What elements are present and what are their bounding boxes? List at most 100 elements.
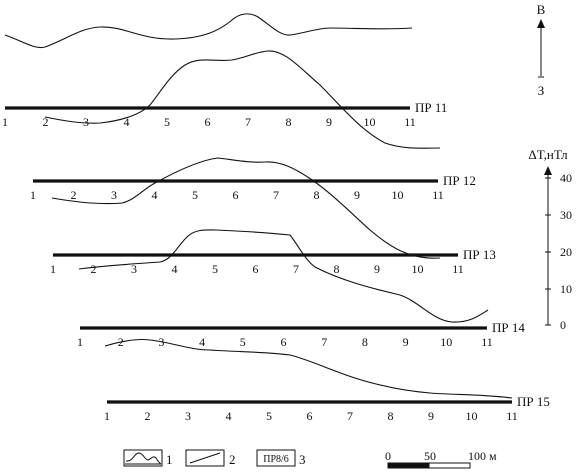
picket-label: 10 — [364, 115, 376, 129]
legend-item-1: 1 — [123, 449, 173, 467]
distance-scale-bar: 0 50 100 м — [385, 449, 497, 469]
scale-bar-white-segment — [428, 462, 471, 469]
legend: 1 2 ПР8/6 3 — [123, 449, 306, 467]
picket-label: 8 — [388, 409, 394, 423]
picket-label: 4 — [124, 115, 130, 129]
picket-label: 2 — [118, 335, 124, 349]
picket-label: 4 — [172, 262, 178, 276]
picket-label: 1 — [50, 262, 56, 276]
scale-axis-title: ΔT,нТл — [528, 147, 568, 162]
anomaly-curve — [78, 229, 489, 323]
legend-item-2: 2 — [185, 449, 236, 467]
profile-name-label: ПР 12 — [443, 173, 476, 188]
picket-label: 9 — [374, 262, 380, 276]
picket-label: 7 — [273, 188, 279, 202]
legend-item-3: ПР8/6 3 — [256, 449, 306, 467]
anomaly-curve — [104, 339, 513, 399]
profile-name-label: ПР 15 — [517, 394, 550, 409]
picket-label: 1 — [104, 409, 110, 423]
north-arrow-bottom-label: З — [538, 83, 545, 98]
picket-label: 8 — [314, 188, 320, 202]
picket-label: 5 — [266, 409, 272, 423]
picket-label: 7 — [347, 409, 353, 423]
picket-label: 9 — [428, 409, 434, 423]
picket-label: 7 — [321, 335, 327, 349]
top-anomaly-curve — [4, 13, 413, 49]
legend-profile-box — [256, 449, 296, 467]
picket-label: 5 — [164, 115, 170, 129]
picket-label: 1 — [77, 335, 83, 349]
picket-label: 11 — [481, 335, 493, 349]
picket-label: 8 — [362, 335, 368, 349]
picket-label: 2 — [145, 409, 151, 423]
legend-number-1: 1 — [166, 452, 173, 467]
scale-bar-black-segment — [387, 462, 430, 469]
picket-label: 9 — [326, 115, 332, 129]
picket-label: 1 — [2, 115, 8, 129]
picket-label: 11 — [404, 115, 416, 129]
picket-label: 6 — [307, 409, 313, 423]
scale-axis-arrow-icon — [544, 166, 552, 175]
picket-label: 10 — [412, 262, 424, 276]
picket-label: 10 — [392, 188, 404, 202]
anomaly-curve — [51, 157, 441, 259]
north-arrow: В З — [537, 2, 546, 98]
picket-label: 4 — [152, 188, 158, 202]
scale-tick-label: 30 — [560, 208, 572, 222]
picket-label: 6 — [281, 335, 287, 349]
picket-label: 11 — [506, 409, 518, 423]
picket-label: 8 — [286, 115, 292, 129]
picket-label: 4 — [199, 335, 205, 349]
picket-label: 5 — [192, 188, 198, 202]
picket-label: 9 — [403, 335, 409, 349]
scale-bar-label-50: 50 — [424, 449, 436, 463]
picket-label: 2 — [71, 188, 77, 202]
picket-label: 3 — [185, 409, 191, 423]
legend-trend-symbol — [185, 449, 225, 467]
picket-label: 6 — [253, 262, 259, 276]
scale-axis-ticks: 40 30 20 10 0 — [545, 171, 572, 332]
picket-label: 6 — [205, 115, 211, 129]
picket-label: 7 — [293, 262, 299, 276]
picket-label: 6 — [233, 188, 239, 202]
picket-label: 2 — [43, 115, 49, 129]
picket-label: 9 — [354, 188, 360, 202]
north-arrow-head-icon — [537, 19, 545, 28]
profile-name-label: ПР 13 — [463, 247, 496, 262]
picket-label: 5 — [240, 335, 246, 349]
legend-anomaly-symbol — [123, 449, 163, 467]
picket-label: 3 — [83, 115, 89, 129]
scale-tick-label: 0 — [560, 318, 566, 332]
picket-label: 4 — [226, 409, 232, 423]
scale-bar-label-0: 0 — [385, 449, 391, 463]
legend-number-3: 3 — [299, 452, 306, 467]
legend-anomaly-curve-icon — [125, 452, 162, 465]
picket-label: 11 — [432, 188, 444, 202]
picket-label: 3 — [131, 262, 137, 276]
delta-t-scale-axis: ΔT,нТл 40 30 20 10 0 — [528, 147, 572, 332]
picket-label: 7 — [245, 115, 251, 129]
picket-label: 5 — [212, 262, 218, 276]
legend-number-2: 2 — [229, 452, 236, 467]
scale-tick-label: 40 — [560, 171, 572, 185]
picket-label: 1 — [30, 188, 36, 202]
picket-label: 3 — [158, 335, 164, 349]
scale-bar-label-100: 100 м — [468, 449, 497, 463]
picket-label: 8 — [334, 262, 340, 276]
scale-tick-label: 10 — [560, 282, 572, 296]
anomaly-curve — [44, 50, 441, 149]
scale-tick-label: 20 — [560, 245, 572, 259]
north-arrow-top-label: В — [537, 2, 546, 17]
picket-label: 10 — [466, 409, 478, 423]
picket-label: 11 — [452, 262, 464, 276]
legend-profile-box-text: ПР8/6 — [263, 454, 289, 465]
picket-label: 10 — [440, 335, 452, 349]
legend-trend-line-icon — [189, 452, 221, 464]
